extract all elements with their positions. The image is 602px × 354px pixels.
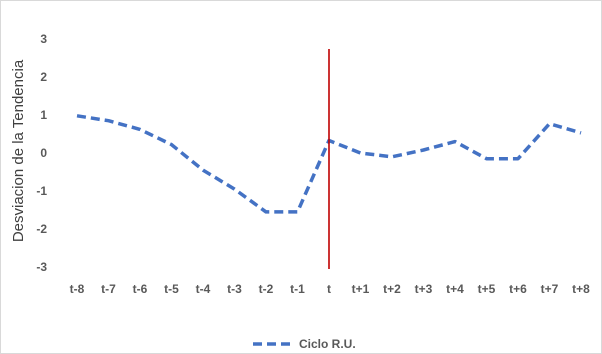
x-tick-label: t+6: [509, 282, 527, 296]
x-tick-label: t-4: [196, 282, 211, 296]
y-tick-label: -3: [36, 260, 47, 274]
legend[interactable]: Ciclo R.U.: [253, 337, 356, 351]
y-tick-label: 1: [40, 108, 47, 122]
x-tick-label: t-2: [259, 282, 274, 296]
x-tick-label: t-3: [227, 282, 242, 296]
x-axis-ticks: t-8 t-7 t-6 t-5 t-4 t-3 t-2 t-1 t t+1 t+2 t+3 t+4 t+5…: [70, 282, 590, 296]
y-tick-label: 3: [40, 32, 47, 46]
y-tick-label: 0: [40, 146, 47, 160]
y-axis-ticks: -3 -2 -1 0 1 2 3: [36, 32, 47, 274]
x-tick-label: t-6: [133, 282, 148, 296]
x-tick-label: t+2: [383, 282, 401, 296]
legend-label-ciclo-ru: Ciclo R.U.: [299, 337, 356, 351]
x-tick-label: t+7: [541, 282, 559, 296]
x-tick-label: t-7: [101, 282, 116, 296]
y-tick-label: -2: [36, 222, 47, 236]
x-tick-label: t+8: [572, 282, 590, 296]
y-tick-label: 2: [40, 70, 47, 84]
x-tick-label: t-5: [164, 282, 179, 296]
x-tick-label: t+3: [415, 282, 433, 296]
x-tick-label: t: [327, 282, 331, 296]
x-tick-label: t+4: [446, 282, 464, 296]
y-axis-label: Desviacion de la Tendencia: [10, 59, 27, 242]
x-tick-label: t-1: [290, 282, 305, 296]
x-tick-label: t-8: [70, 282, 85, 296]
y-tick-label: -1: [36, 184, 47, 198]
x-tick-label: t+1: [352, 282, 370, 296]
x-tick-label: t+5: [478, 282, 496, 296]
